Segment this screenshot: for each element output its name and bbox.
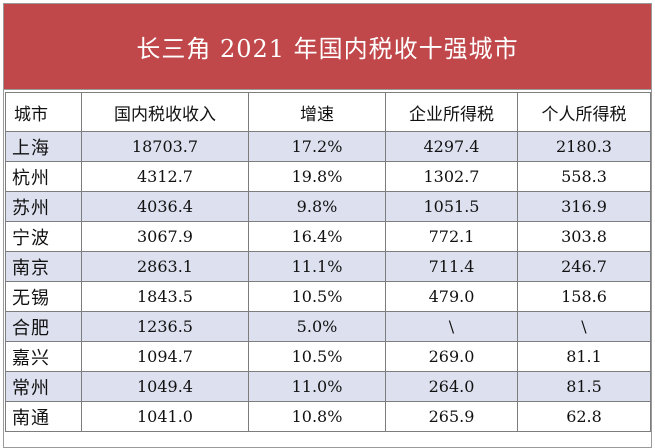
header-corporate-income-tax: 企业所得税 (385, 92, 518, 132)
cell-city: 南通 (5, 401, 82, 432)
cell-personal-income-tax: 81.5 (517, 371, 651, 402)
cell-growth-rate: 9.8% (248, 191, 386, 222)
cell-city: 南京 (5, 251, 82, 282)
cell-personal-income-tax: 158.6 (517, 281, 651, 312)
cell-growth-rate: 11.0% (248, 371, 386, 402)
table-row: 常州 1049.4 11.0% 264.0 81.5 (5, 371, 651, 402)
cell-domestic-tax-revenue: 1041.0 (81, 401, 249, 432)
table-row: 南通 1041.0 10.8% 265.9 62.8 (5, 401, 651, 432)
cell-corporate-income-tax: 479.0 (385, 281, 518, 312)
cell-corporate-income-tax: 4297.4 (385, 131, 518, 162)
cell-personal-income-tax: 81.1 (517, 341, 651, 372)
cell-domestic-tax-revenue: 4036.4 (81, 191, 249, 222)
cell-corporate-income-tax: \ (385, 311, 518, 342)
cell-personal-income-tax: 246.7 (517, 251, 651, 282)
cell-city: 宁波 (5, 221, 82, 252)
title-bar: 长三角 2021 年国内税收十强城市 (4, 4, 651, 90)
cell-growth-rate: 5.0% (248, 311, 386, 342)
header-personal-income-tax: 个人所得税 (517, 92, 651, 132)
cell-personal-income-tax: 316.9 (517, 191, 651, 222)
tax-revenue-table: 城市 国内税收收入 增速 企业所得税 个人所得税 上海 18703.7 17.2% 4… (5, 92, 651, 432)
cell-personal-income-tax: 303.8 (517, 221, 651, 252)
cell-personal-income-tax: 2180.3 (517, 131, 651, 162)
table-row: 苏州 4036.4 9.8% 1051.5 316.9 (5, 191, 651, 222)
cell-domestic-tax-revenue: 1094.7 (81, 341, 249, 372)
table-row: 无锡 1843.5 10.5% 479.0 158.6 (5, 281, 651, 312)
table-row: 上海 18703.7 17.2% 4297.4 2180.3 (5, 131, 651, 162)
cell-personal-income-tax: \ (517, 311, 651, 342)
header-row: 城市 国内税收收入 增速 企业所得税 个人所得税 (5, 92, 651, 132)
cell-domestic-tax-revenue: 1236.5 (81, 311, 249, 342)
cell-growth-rate: 17.2% (248, 131, 386, 162)
cell-domestic-tax-revenue: 2863.1 (81, 251, 249, 282)
cell-growth-rate: 10.5% (248, 281, 386, 312)
table-row: 南京 2863.1 11.1% 711.4 246.7 (5, 251, 651, 282)
cell-growth-rate: 19.8% (248, 161, 386, 192)
cell-city: 合肥 (5, 311, 82, 342)
cell-personal-income-tax: 62.8 (517, 401, 651, 432)
table-title: 长三角 2021 年国内税收十强城市 (136, 35, 519, 63)
cell-city: 常州 (5, 371, 82, 402)
cell-city: 苏州 (5, 191, 82, 222)
header-domestic-tax-revenue: 国内税收收入 (81, 92, 249, 132)
table-row: 宁波 3067.9 16.4% 772.1 303.8 (5, 221, 651, 252)
cell-domestic-tax-revenue: 1843.5 (81, 281, 249, 312)
cell-growth-rate: 11.1% (248, 251, 386, 282)
cell-growth-rate: 10.8% (248, 401, 386, 432)
table-row: 杭州 4312.7 19.8% 1302.7 558.3 (5, 161, 651, 192)
table-row: 合肥 1236.5 5.0% \ \ (5, 311, 651, 342)
cell-domestic-tax-revenue: 4312.7 (81, 161, 249, 192)
cell-domestic-tax-revenue: 18703.7 (81, 131, 249, 162)
cell-domestic-tax-revenue: 3067.9 (81, 221, 249, 252)
cell-corporate-income-tax: 269.0 (385, 341, 518, 372)
cell-personal-income-tax: 558.3 (517, 161, 651, 192)
cell-corporate-income-tax: 711.4 (385, 251, 518, 282)
cell-city: 嘉兴 (5, 341, 82, 372)
cell-city: 杭州 (5, 161, 82, 192)
cell-city: 上海 (5, 131, 82, 162)
header-growth-rate: 增速 (248, 92, 386, 132)
cell-growth-rate: 10.5% (248, 341, 386, 372)
cell-corporate-income-tax: 264.0 (385, 371, 518, 402)
cell-corporate-income-tax: 265.9 (385, 401, 518, 432)
cell-corporate-income-tax: 1051.5 (385, 191, 518, 222)
table-body: 上海 18703.7 17.2% 4297.4 2180.3 杭州 4312.7 19.8% 1… (5, 131, 651, 432)
table-row: 嘉兴 1094.7 10.5% 269.0 81.1 (5, 341, 651, 372)
cell-growth-rate: 16.4% (248, 221, 386, 252)
header-city: 城市 (5, 92, 82, 132)
table-card: 长三角 2021 年国内税收十强城市 城市 国内税收收入 增速 企业所得税 个人… (3, 3, 652, 448)
cell-city: 无锡 (5, 281, 82, 312)
cell-corporate-income-tax: 772.1 (385, 221, 518, 252)
cell-corporate-income-tax: 1302.7 (385, 161, 518, 192)
cell-domestic-tax-revenue: 1049.4 (81, 371, 249, 402)
